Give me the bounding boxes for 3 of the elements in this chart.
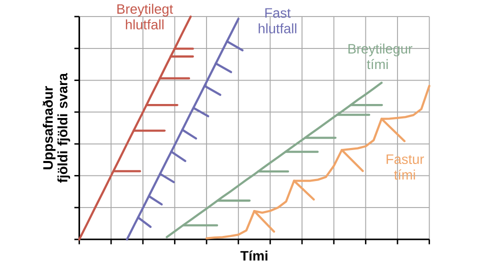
series-label: Breytilegt hlutfall xyxy=(117,4,174,30)
y-axis-title: Uppsafnaður fjöldi fjöldi svara xyxy=(42,73,70,183)
x-axis-title: Tími xyxy=(240,250,268,261)
